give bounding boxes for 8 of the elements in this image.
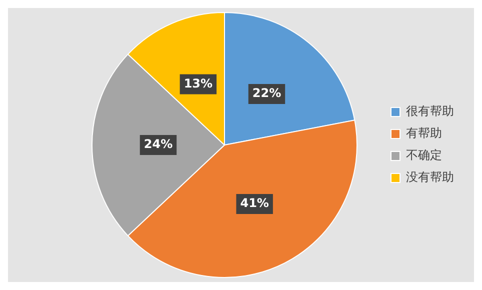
legend-label: 有帮助: [406, 126, 442, 140]
legend-label: 没有帮助: [406, 170, 454, 184]
data-label: 41%: [240, 196, 269, 210]
data-label: 13%: [184, 76, 213, 90]
data-label: 24%: [144, 137, 173, 152]
legend-label: 很有帮助: [406, 104, 454, 118]
legend-label: 不确定: [406, 148, 442, 162]
data-label: 22%: [252, 86, 282, 100]
